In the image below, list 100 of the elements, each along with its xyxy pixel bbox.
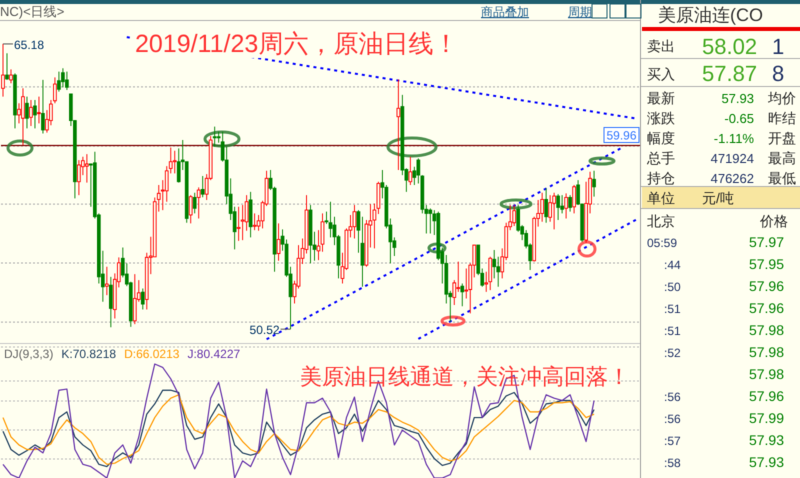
text: 8: [772, 61, 784, 86]
text: 涨跌: [647, 110, 675, 126]
candlestick: [104, 266, 109, 296]
candlestick: [252, 212, 256, 231]
candlestick: [85, 154, 89, 184]
candlestick: [5, 52, 9, 80]
category-label: :58: [664, 456, 682, 470]
candlestick: [540, 192, 544, 222]
candlestick: [212, 126, 217, 148]
data-label: 57.93: [748, 454, 784, 470]
text: 471924: [710, 151, 754, 166]
category-label: :44: [664, 258, 682, 272]
candlestick: [552, 192, 556, 230]
ref-line-label: 59.96: [606, 128, 637, 143]
data-label: 57.95: [748, 256, 784, 272]
candlestick: [248, 191, 252, 238]
category-label: :52: [664, 346, 682, 360]
candlestick: [37, 96, 41, 124]
text: 单位: [647, 190, 675, 206]
candlestick: [236, 206, 240, 242]
candlestick: [21, 88, 25, 146]
text: 开盘: [768, 130, 796, 146]
text: 1: [772, 34, 784, 59]
data-label: 57.98: [748, 366, 784, 382]
candlestick: [592, 170, 596, 198]
series-label: J:80.4227: [187, 347, 241, 361]
candlestick: [396, 78, 400, 170]
candlestick: [308, 204, 312, 264]
candlestick: [460, 283, 464, 307]
candlestick: [352, 204, 356, 239]
chart-title: DJ(9,3,3): [4, 347, 54, 361]
text: 元/吨: [702, 190, 734, 206]
candlestick: [132, 274, 137, 325]
candlestick: [140, 288, 145, 310]
category-label: :57: [664, 434, 682, 448]
annotation: 50.52: [250, 323, 280, 338]
candlestick: [29, 100, 33, 126]
text: 最高: [768, 150, 796, 166]
data-label: 57.98: [748, 322, 784, 338]
text: 卖出: [647, 38, 675, 54]
data-label: 57.96: [748, 388, 784, 404]
category-label: :51: [664, 302, 682, 316]
text: 总手: [646, 150, 675, 166]
data-label: 57.93: [748, 432, 784, 448]
text: D:66.0213: [124, 347, 180, 361]
text: 商品叠加: [481, 5, 529, 19]
chart-subtitle: NC)<日线>: [0, 4, 64, 19]
text: 昨结: [768, 110, 796, 126]
text: 周期: [568, 5, 592, 19]
text: 买入: [647, 66, 675, 82]
candlestick: [196, 186, 201, 219]
candlestick: [512, 204, 516, 227]
candlestick: [156, 184, 161, 212]
candlestick: [488, 256, 492, 291]
text: 北京: [647, 213, 675, 229]
candlestick: [428, 208, 432, 234]
data-label: 57.96: [748, 278, 784, 294]
text: 58.02: [702, 34, 758, 59]
candlestick: [200, 176, 205, 198]
candlestick: [168, 147, 173, 174]
text: 57.93: [721, 91, 754, 106]
candlestick: [572, 184, 576, 214]
candlestick: [57, 71, 61, 92]
category-label: :56: [664, 390, 682, 404]
candlestick: [188, 194, 193, 224]
data-label: 57.98: [748, 344, 784, 360]
text: 持仓: [647, 170, 675, 186]
candlestick: [13, 72, 17, 129]
category-label: :56: [664, 412, 682, 426]
text: 476262: [710, 171, 754, 186]
candlestick: [9, 68, 13, 84]
candlestick: [192, 192, 197, 214]
text: 最低: [768, 170, 796, 186]
text: K:70.8218: [61, 347, 116, 361]
chart-title: 2019/11/23周六，原油日线！: [135, 30, 458, 58]
text: 幅度: [647, 130, 675, 146]
candlestick: [77, 160, 81, 196]
category-label: :51: [664, 324, 682, 338]
candlestick: [556, 194, 560, 220]
annotation: 美原油日线通道，关注冲高回落！: [300, 364, 630, 389]
candlestick: [484, 271, 488, 292]
annotation: 65.18: [14, 38, 44, 52]
candlestick: [276, 222, 280, 262]
text: 美原油连(CO: [658, 5, 763, 25]
candlestick: [65, 71, 69, 90]
candlestick: [564, 192, 568, 219]
category-label: :50: [664, 280, 682, 294]
text: 价格: [759, 213, 788, 229]
candlestick: [25, 96, 29, 129]
text: -0.65: [724, 111, 754, 126]
candlestick: [544, 188, 548, 224]
candlestick: [61, 68, 65, 88]
data-label: 57.99: [748, 410, 784, 426]
data-label: 57.97: [748, 234, 784, 250]
candlestick: [41, 79, 45, 134]
candlestick: [568, 194, 572, 212]
candlestick: [33, 100, 37, 129]
text: 57.87: [702, 61, 758, 86]
category-label: 05:59: [647, 236, 678, 250]
candlestick: [1, 43, 5, 98]
